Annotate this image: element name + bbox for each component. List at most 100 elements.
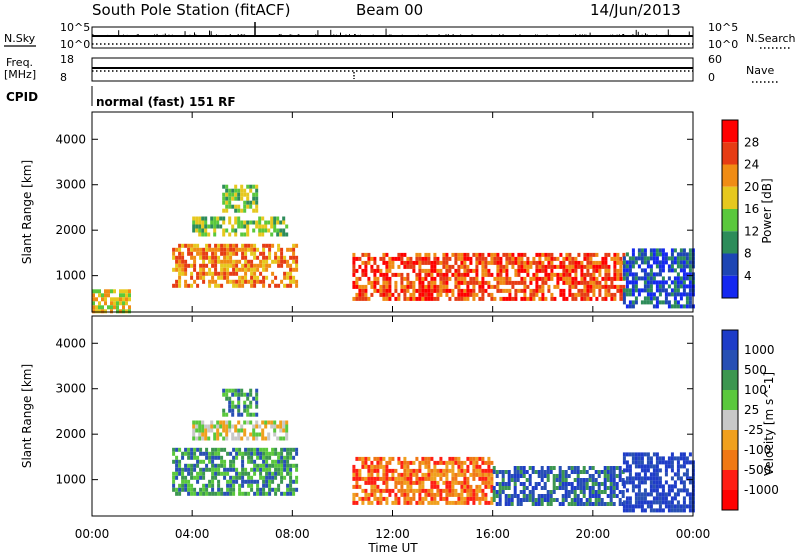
data-cell <box>649 488 653 493</box>
data-cell <box>122 297 125 302</box>
data-cell <box>184 267 188 272</box>
data-cell <box>448 268 452 273</box>
data-cell <box>385 252 389 257</box>
data-cell <box>591 490 595 494</box>
data-cell <box>424 260 428 265</box>
data-cell <box>538 264 542 269</box>
data-cell <box>193 463 197 468</box>
data-cell <box>409 264 413 269</box>
data-cell <box>243 200 247 205</box>
data-cell <box>217 275 221 280</box>
data-cell <box>187 479 191 484</box>
data-cell <box>430 260 434 265</box>
data-cell <box>519 502 523 506</box>
data-cell <box>382 260 386 265</box>
data-cell <box>427 488 431 493</box>
data-cell <box>178 491 182 496</box>
data-cell <box>466 500 470 505</box>
data-cell <box>255 420 259 425</box>
data-cell <box>505 276 509 281</box>
data-cell <box>495 474 499 478</box>
data-cell <box>549 490 553 494</box>
data-cell <box>397 292 401 297</box>
data-cell <box>400 488 404 493</box>
data-cell <box>379 268 383 273</box>
data-cell <box>101 309 104 314</box>
data-cell <box>658 252 662 257</box>
data-cell <box>358 296 362 301</box>
data-cell <box>264 220 268 225</box>
data-cell <box>504 502 508 506</box>
data-cell <box>664 292 668 297</box>
data-cell <box>637 472 641 477</box>
data-cell <box>591 466 595 470</box>
data-cell <box>433 276 437 281</box>
data-cell <box>547 284 551 289</box>
data-cell <box>178 263 182 268</box>
data-cell <box>609 474 613 478</box>
data-cell <box>128 297 131 302</box>
data-cell <box>613 292 617 297</box>
data-cell <box>516 498 520 502</box>
data-cell <box>208 455 212 460</box>
data-cell <box>597 502 601 506</box>
data-cell <box>379 496 383 501</box>
data-cell <box>394 476 398 481</box>
data-cell <box>646 492 650 497</box>
data-cell <box>273 216 277 221</box>
data-cell <box>519 498 523 502</box>
data-cell <box>679 264 683 269</box>
velocity-ylabel: Slant Range [km] <box>20 364 34 468</box>
data-cell <box>280 247 284 252</box>
data-cell <box>370 480 374 485</box>
data-cell <box>418 468 422 473</box>
data-cell <box>113 305 116 310</box>
data-cell <box>258 424 262 429</box>
data-cell <box>246 192 250 197</box>
data-cell <box>646 504 650 509</box>
data-cell <box>682 276 686 281</box>
data-cell <box>204 428 208 433</box>
data-cell <box>618 502 622 506</box>
data-cell <box>540 466 544 470</box>
data-cell <box>469 492 473 497</box>
data-cell <box>498 486 502 490</box>
data-cell <box>201 432 205 437</box>
data-cell <box>550 276 554 281</box>
data-cell <box>628 288 632 293</box>
data-cell <box>433 492 437 497</box>
data-cell <box>685 260 689 265</box>
data-cell <box>492 470 496 474</box>
data-cell <box>250 451 254 456</box>
data-cell <box>646 280 650 285</box>
data-cell <box>436 468 440 473</box>
data-cell <box>493 284 497 289</box>
data-cell <box>367 260 371 265</box>
data-cell <box>234 216 238 221</box>
data-cell <box>244 451 248 456</box>
data-cell <box>178 471 182 476</box>
data-cell <box>418 488 422 493</box>
colorbar-tick-label: 28 <box>744 135 759 149</box>
data-cell <box>268 491 272 496</box>
data-cell <box>283 259 287 264</box>
data-cell <box>519 490 523 494</box>
data-cell <box>646 276 650 281</box>
data-cell <box>445 272 449 277</box>
data-cell <box>445 480 449 485</box>
data-cell <box>592 252 596 257</box>
data-cell <box>579 502 583 506</box>
data-cell <box>498 498 502 502</box>
data-cell <box>484 476 488 481</box>
data-cell <box>228 396 232 401</box>
data-cell <box>646 464 650 469</box>
data-cell <box>475 464 479 469</box>
data-cell <box>223 459 227 464</box>
data-cell <box>553 284 557 289</box>
data-cell <box>264 420 268 425</box>
x-tick-labels: 00:00 04:00 08:00 12:00 16:00 20:00 00:00 <box>75 527 711 541</box>
data-cell <box>241 283 245 288</box>
data-cell <box>628 500 632 505</box>
data-cell <box>643 272 647 277</box>
data-cell <box>535 284 539 289</box>
